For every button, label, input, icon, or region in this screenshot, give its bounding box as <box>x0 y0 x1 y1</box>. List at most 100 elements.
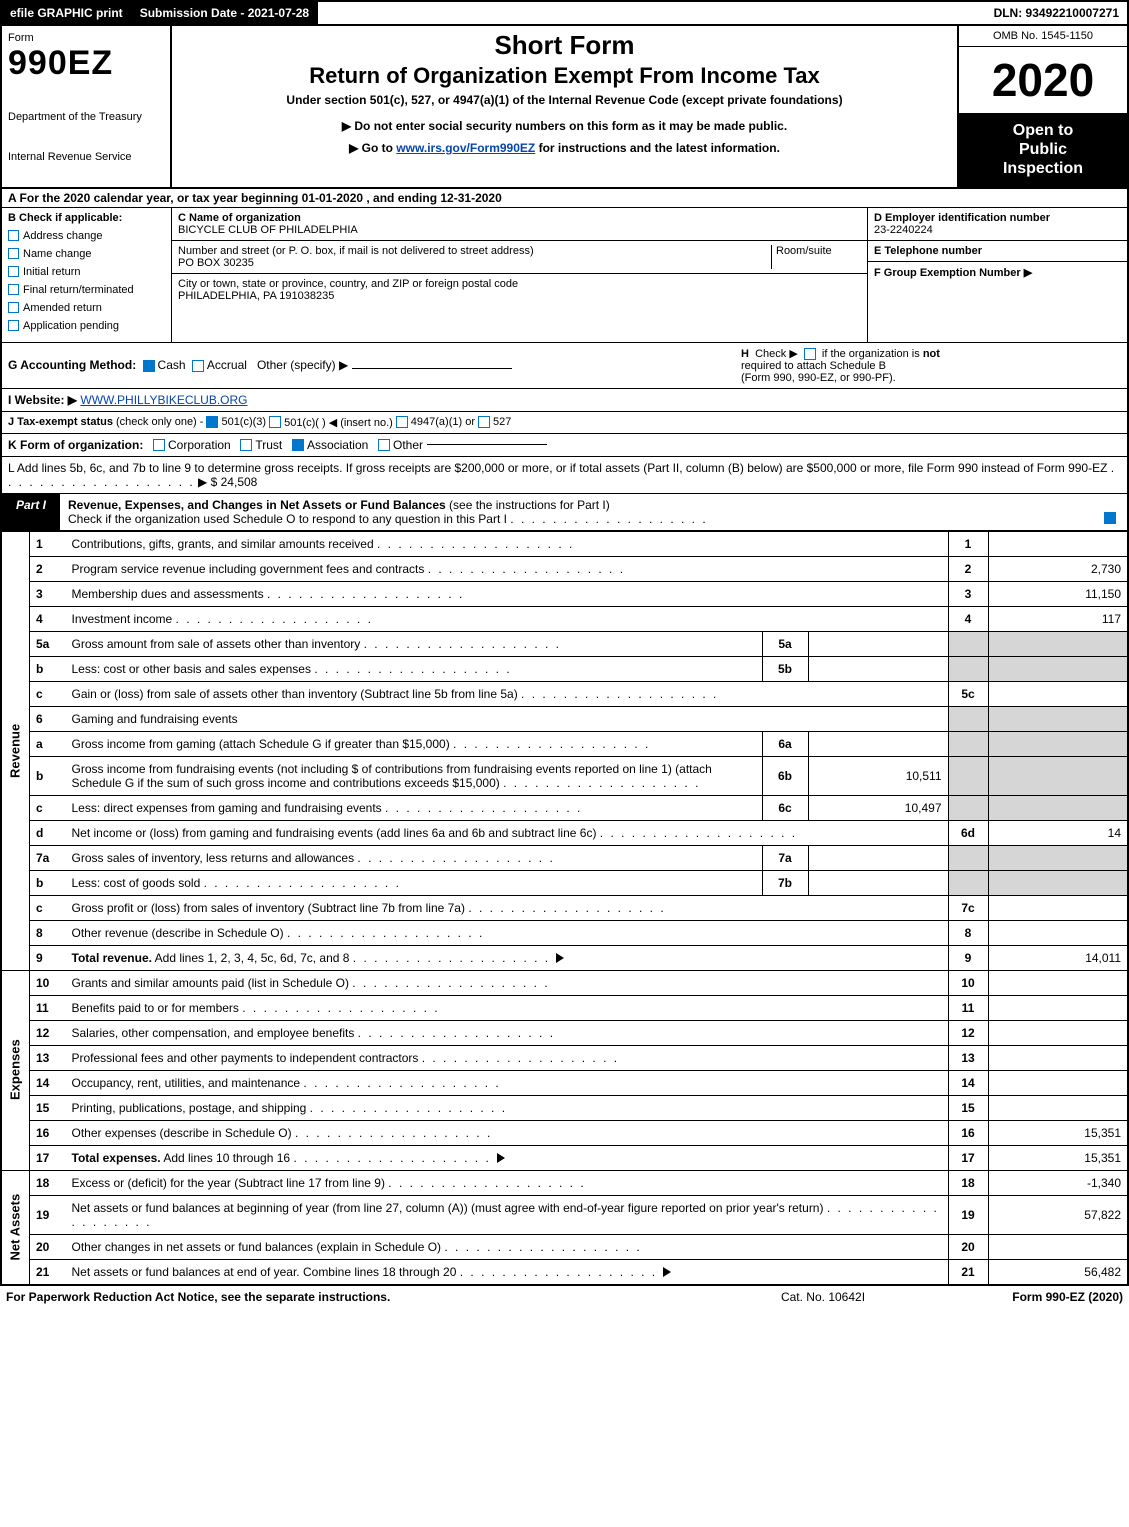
checkbox-icon[interactable] <box>378 439 390 451</box>
line-desc: Excess or (deficit) for the year (Subtra… <box>66 1170 949 1195</box>
g-left: G Accounting Method: Cash Accrual Other … <box>8 358 741 372</box>
box-number: 1 <box>948 531 988 556</box>
amount: -1,340 <box>988 1170 1128 1195</box>
info-block: B Check if applicable: Address change Na… <box>0 208 1129 343</box>
website-link[interactable]: WWW.PHILLYBIKECLUB.ORG <box>80 393 247 407</box>
h-label: H <box>741 348 749 360</box>
amount <box>988 731 1128 756</box>
chk-final-return[interactable]: Final return/terminated <box>8 284 165 296</box>
table-row: Revenue1Contributions, gifts, grants, an… <box>1 531 1128 556</box>
table-row: 17Total expenses. Add lines 10 through 1… <box>1 1145 1128 1170</box>
checkbox-checked-icon[interactable] <box>143 360 155 372</box>
amount <box>988 895 1128 920</box>
line-number: 16 <box>30 1120 66 1145</box>
check-label: Check if applicable: <box>19 212 122 224</box>
line-desc: Total expenses. Add lines 10 through 16 <box>66 1145 949 1170</box>
chk-address-change[interactable]: Address change <box>8 230 165 242</box>
line-desc: Occupancy, rent, utilities, and maintena… <box>66 1070 949 1095</box>
checkbox-icon[interactable] <box>192 360 204 372</box>
checkbox-icon[interactable] <box>153 439 165 451</box>
dln-label: DLN: 93492210007271 <box>986 2 1127 24</box>
e-label: E Telephone number <box>874 245 1121 257</box>
chk-initial-return[interactable]: Initial return <box>8 266 165 278</box>
city-label: City or town, state or province, country… <box>178 278 861 290</box>
line-desc: Gross sales of inventory, less returns a… <box>66 845 763 870</box>
line-desc: Less: cost or other basis and sales expe… <box>66 656 763 681</box>
amount <box>988 920 1128 945</box>
table-row: 7aGross sales of inventory, less returns… <box>1 845 1128 870</box>
line-desc: Net income or (loss) from gaming and fun… <box>66 820 949 845</box>
box-number: 15 <box>948 1095 988 1120</box>
g-line: G Accounting Method: Cash Accrual Other … <box>0 343 1129 389</box>
table-row: 21Net assets or fund balances at end of … <box>1 1259 1128 1285</box>
g-other-blank[interactable] <box>352 368 512 369</box>
part1-title: Revenue, Expenses, and Changes in Net As… <box>60 494 1127 530</box>
chk-name-change[interactable]: Name change <box>8 248 165 260</box>
box-number <box>948 656 988 681</box>
table-row: 4Investment income 4117 <box>1 606 1128 631</box>
line-desc: Grants and similar amounts paid (list in… <box>66 970 949 995</box>
amount: 14 <box>988 820 1128 845</box>
h-text1: Check ▶ <box>755 348 798 360</box>
efile-label[interactable]: efile GRAPHIC print <box>2 2 132 24</box>
line-number: 19 <box>30 1195 66 1234</box>
line-number: 11 <box>30 995 66 1020</box>
open-to-public: Open to Public Inspection <box>959 113 1127 187</box>
h-not: not <box>923 348 940 360</box>
chk-application-pending[interactable]: Application pending <box>8 320 165 332</box>
g-accrual: Accrual <box>207 358 247 372</box>
table-row: 5aGross amount from sale of assets other… <box>1 631 1128 656</box>
box-number <box>948 756 988 795</box>
checkbox-icon[interactable] <box>804 348 816 360</box>
j-o3: 4947(a)(1) or <box>411 416 475 428</box>
line-number: 12 <box>30 1020 66 1045</box>
phone-cell: E Telephone number <box>868 241 1127 262</box>
part1-header: Part I Revenue, Expenses, and Changes in… <box>0 494 1129 531</box>
box-number: 13 <box>948 1045 988 1070</box>
sub-value: 10,511 <box>808 756 948 795</box>
line-number: 8 <box>30 920 66 945</box>
table-row: 9Total revenue. Add lines 1, 2, 3, 4, 5c… <box>1 945 1128 970</box>
box-number: 10 <box>948 970 988 995</box>
footer: For Paperwork Reduction Act Notice, see … <box>0 1286 1129 1308</box>
c-label: C Name of organization <box>178 212 861 224</box>
checkbox-checked-icon[interactable] <box>206 416 218 428</box>
box-number: 5c <box>948 681 988 706</box>
checkbox-icon <box>8 302 19 313</box>
side-label: Expenses <box>1 970 30 1170</box>
checkbox-icon[interactable] <box>478 416 490 428</box>
omb-number: OMB No. 1545-1150 <box>959 26 1127 47</box>
table-row: cLess: direct expenses from gaming and f… <box>1 795 1128 820</box>
amount: 117 <box>988 606 1128 631</box>
inspect-1: Open to <box>963 121 1123 140</box>
chk-amended-return[interactable]: Amended return <box>8 302 165 314</box>
box-number: 14 <box>948 1070 988 1095</box>
checkbox-icon[interactable] <box>396 416 408 428</box>
ein-cell: D Employer identification number 23-2240… <box>868 208 1127 241</box>
line-desc: Gross income from gaming (attach Schedul… <box>66 731 763 756</box>
amount <box>988 1234 1128 1259</box>
footer-left: For Paperwork Reduction Act Notice, see … <box>6 1290 723 1304</box>
amount <box>988 795 1128 820</box>
table-row: 14Occupancy, rent, utilities, and mainte… <box>1 1070 1128 1095</box>
checkbox-icon[interactable] <box>240 439 252 451</box>
checkbox-icon[interactable] <box>269 416 281 428</box>
box-number: 3 <box>948 581 988 606</box>
table-row: 2Program service revenue including gover… <box>1 556 1128 581</box>
org-name-cell: C Name of organization BICYCLE CLUB OF P… <box>172 208 867 241</box>
checkbox-checked-icon[interactable] <box>1104 512 1116 524</box>
line-number: b <box>30 870 66 895</box>
line-number: c <box>30 795 66 820</box>
checkbox-checked-icon[interactable] <box>292 439 304 451</box>
goto-link[interactable]: www.irs.gov/Form990EZ <box>396 141 535 155</box>
amount: 57,822 <box>988 1195 1128 1234</box>
line-desc: Gross amount from sale of assets other t… <box>66 631 763 656</box>
part1-tab: Part I <box>2 494 60 530</box>
line-number: c <box>30 681 66 706</box>
footer-mid: Cat. No. 10642I <box>723 1290 923 1304</box>
sub-box: 7a <box>762 845 808 870</box>
sub-value <box>808 845 948 870</box>
j-help: (check only one) - <box>116 416 203 428</box>
k-other-blank[interactable] <box>427 444 547 445</box>
table-row: 8Other revenue (describe in Schedule O) … <box>1 920 1128 945</box>
